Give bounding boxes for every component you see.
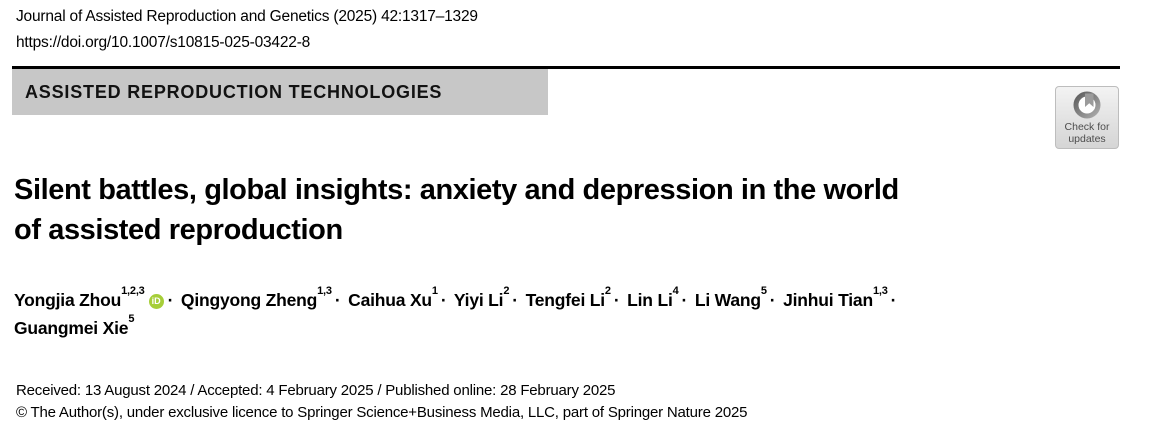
- author-name: Li Wang: [694, 290, 761, 310]
- author-name: Qingyong Zheng: [180, 290, 318, 310]
- author-separator: ·: [167, 290, 174, 310]
- author-affiliation-sup: 5: [760, 285, 767, 298]
- author: Yongjia Zhou1,2,3iD ·: [14, 286, 176, 310]
- author: Tengfei Li2 ·: [525, 286, 623, 310]
- author: Guangmei Xie5: [14, 314, 134, 338]
- author-name: Jinhui Tian: [783, 290, 873, 310]
- author-name: Yongjia Zhou: [14, 290, 122, 310]
- crossmark-icon: [1073, 91, 1101, 118]
- check-for-updates-badge[interactable]: Check for updates: [1055, 86, 1119, 149]
- check-for-updates-label-2: updates: [1068, 132, 1106, 145]
- section-divider-rule: [12, 66, 1120, 69]
- author-name: Yiyi Li: [453, 290, 504, 310]
- author: Jinhui Tian1,3 ·: [783, 286, 899, 310]
- author-name: Caihua Xu: [348, 290, 432, 310]
- author: Qingyong Zheng1,3 ·: [180, 286, 344, 310]
- paper-title-line-2: of assisted reproduction: [14, 214, 343, 246]
- author-separator: ·: [769, 290, 776, 310]
- paper-title-line-1: Silent battles, global insights: anxiety…: [14, 174, 899, 206]
- article-history-line: Received: 13 August 2024 / Accepted: 4 F…: [16, 382, 616, 399]
- author: Li Wang5 ·: [694, 286, 779, 310]
- author-affiliation-sup: 2: [503, 285, 510, 298]
- author-affiliation-sup: 5: [128, 313, 135, 326]
- author: Lin Li4 ·: [627, 286, 690, 310]
- copyright-line: © The Author(s), under exclusive licence…: [16, 404, 748, 421]
- author-name: Guangmei Xie: [14, 318, 129, 338]
- author-affiliation-sup: 1,3: [872, 285, 888, 298]
- author: Caihua Xu1 ·: [348, 286, 449, 310]
- doi-link[interactable]: https://doi.org/10.1007/s10815-025-03422…: [16, 34, 311, 51]
- journal-citation-line: Journal of Assisted Reproduction and Gen…: [16, 8, 478, 25]
- author-list: Yongjia Zhou1,2,3iD · Qingyong Zheng1,3 · …: [14, 286, 1024, 342]
- author-affiliation-sup: 2: [604, 285, 611, 298]
- author-affiliation-sup: 4: [672, 285, 679, 298]
- orcid-icon[interactable]: iD: [148, 293, 164, 309]
- author-separator: ·: [890, 290, 897, 310]
- author-name: Lin Li: [627, 290, 673, 310]
- author-separator: ·: [440, 290, 447, 310]
- author-separator: ·: [512, 290, 518, 310]
- author-affiliation-sup: 1: [431, 285, 438, 298]
- section-banner: ASSISTED REPRODUCTION TECHNOLOGIES: [12, 69, 548, 115]
- author-separator: ·: [334, 290, 341, 310]
- author-separator: ·: [681, 290, 688, 310]
- author-separator: ·: [613, 290, 620, 310]
- author-affiliation-sup: 1,3: [317, 285, 332, 298]
- author: Yiyi Li2 ·: [453, 286, 521, 310]
- check-for-updates-label-1: Check for: [1064, 120, 1110, 133]
- paper-title: Silent battles, global insights: anxiety…: [14, 170, 1034, 250]
- author-affiliation-sup: 1,2,3: [121, 285, 145, 298]
- author-name: Tengfei Li: [525, 290, 606, 310]
- section-banner-label: ASSISTED REPRODUCTION TECHNOLOGIES: [25, 81, 443, 102]
